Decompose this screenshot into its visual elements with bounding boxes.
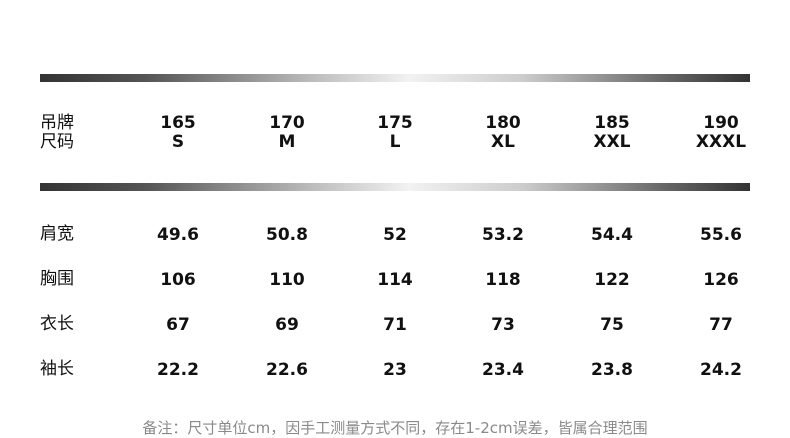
size-column-header: 175 L <box>345 114 445 152</box>
measurement-cell: 22.6 <box>266 360 308 380</box>
measurement-cell: 71 <box>383 315 407 335</box>
measurement-cell: 23.8 <box>591 360 633 380</box>
measurement-cell: 114 <box>377 270 413 290</box>
measurement-cell: 53.2 <box>482 225 524 245</box>
measurement-cell: 22.2 <box>157 360 199 380</box>
measurement-cell: 126 <box>703 270 739 290</box>
measurement-cell: 73 <box>491 315 515 335</box>
divider-header <box>40 183 750 191</box>
footnote: 备注：尺寸单位cm，因手工测量方式不同，存在1-2cm误差，皆属合理范围 <box>142 419 648 437</box>
measurement-cell: 77 <box>709 315 733 335</box>
height-value: 165 <box>160 113 196 133</box>
size-value: XXXL <box>695 132 747 152</box>
measurement-cell: 24.2 <box>700 360 742 380</box>
measurement-cell: 118 <box>485 270 521 290</box>
size-value: XL <box>491 132 515 152</box>
size-column-header: 185 XXL <box>562 114 662 152</box>
size-column-header: 165 S <box>128 114 228 152</box>
header-label-line1: 吊牌 <box>40 113 74 133</box>
height-value: 170 <box>269 113 305 133</box>
measurement-cell: 106 <box>160 270 196 290</box>
measurement-cell: 50.8 <box>266 225 308 245</box>
row-label: 肩宽 <box>40 224 74 244</box>
size-column-header: 170 M <box>237 114 337 152</box>
header-label-line2: 尺码 <box>40 132 74 152</box>
height-value: 175 <box>377 113 413 133</box>
size-column-header: 180 XL <box>453 114 553 152</box>
row-label: 袖长 <box>40 359 74 379</box>
height-value: 190 <box>703 113 739 133</box>
height-value: 180 <box>485 113 521 133</box>
size-value: S <box>171 132 185 152</box>
row-label: 胸围 <box>40 269 74 289</box>
measurement-cell: 49.6 <box>157 225 199 245</box>
height-value: 185 <box>594 113 630 133</box>
measurement-cell: 75 <box>600 315 624 335</box>
measurement-cell: 54.4 <box>591 225 633 245</box>
header-label: 吊牌 尺码 <box>40 114 74 152</box>
measurement-cell: 52 <box>383 225 407 245</box>
size-value: L <box>389 132 401 152</box>
size-value: M <box>278 132 296 152</box>
measurement-cell: 110 <box>269 270 305 290</box>
divider-top <box>40 74 750 82</box>
measurement-cell: 55.6 <box>700 225 742 245</box>
measurement-cell: 69 <box>275 315 299 335</box>
size-column-header: 190 XXXL <box>671 114 771 152</box>
row-label: 衣长 <box>40 314 74 334</box>
measurement-cell: 23 <box>383 360 407 380</box>
size-value: XXL <box>593 132 631 152</box>
measurement-cell: 122 <box>594 270 630 290</box>
measurement-cell: 67 <box>166 315 190 335</box>
measurement-cell: 23.4 <box>482 360 524 380</box>
